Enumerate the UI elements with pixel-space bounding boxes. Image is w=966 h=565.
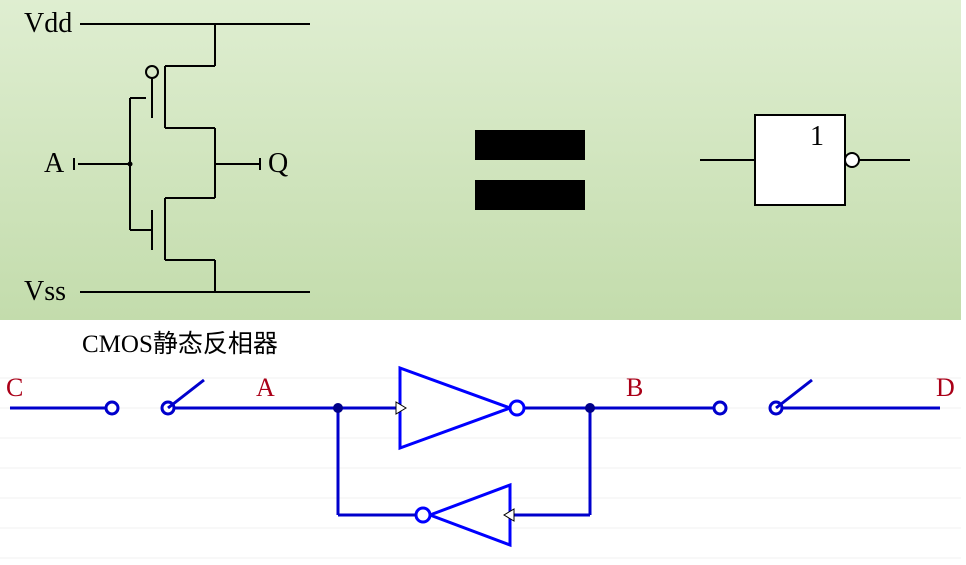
inverter-feedback (406, 485, 514, 545)
iec-symbol-text: 1 (810, 121, 824, 152)
cmos-inverter-panel: Vdd Vss A Q CMOS静态反相器 (0, 0, 961, 360)
a-label: A (256, 373, 275, 402)
b-label: B (626, 373, 643, 402)
caption: CMOS静态反相器 (82, 330, 278, 358)
latch-schematic-panel: C A B D (0, 360, 961, 560)
node-a (333, 403, 343, 413)
vdd-label: Vdd (24, 8, 72, 39)
inverter-forward (396, 368, 524, 448)
node-b (585, 403, 595, 413)
a-label: A (44, 148, 65, 179)
d-label: D (936, 373, 955, 402)
c-label: C (6, 373, 23, 402)
q-label: Q (268, 148, 288, 179)
vss-label: Vss (24, 276, 66, 307)
